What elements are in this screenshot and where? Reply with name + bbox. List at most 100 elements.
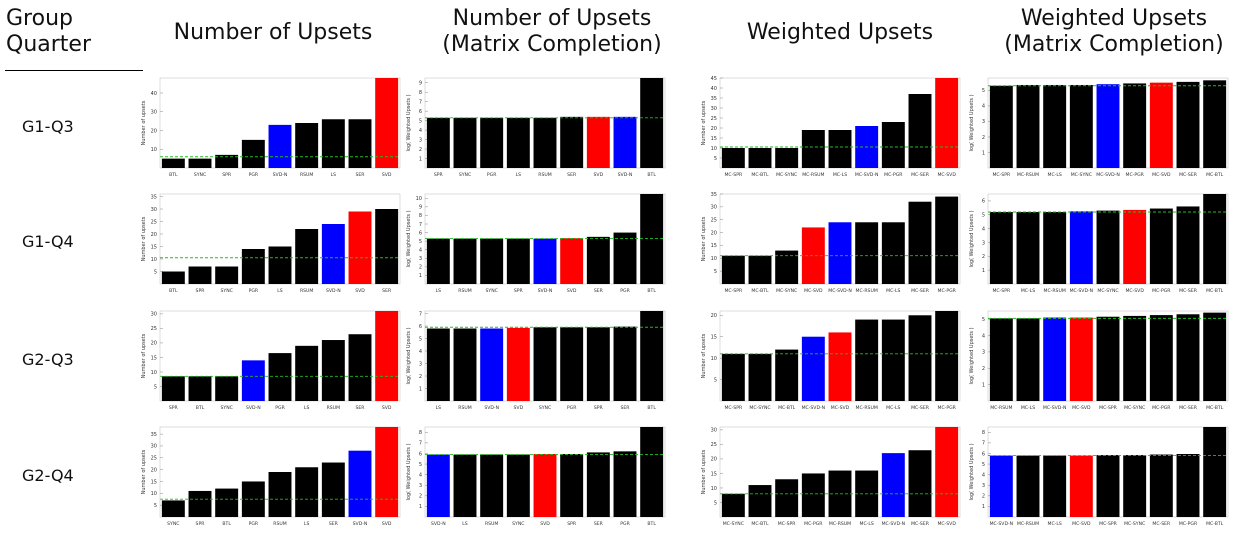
x-tick-label: MC-SPR — [1099, 405, 1118, 411]
bar-mc-sync — [1123, 315, 1147, 401]
bar-chart: 1 2 3 4 5 6 7 log( Weighted Upsets ) LS RSUM SVD-N… — [406, 310, 666, 411]
x-tick-label: SYNC — [220, 405, 232, 411]
bar-mc-pgr — [935, 196, 959, 284]
y-tick-label: 3 — [419, 483, 422, 489]
bar-svd — [375, 311, 399, 401]
bar-ls — [268, 246, 292, 284]
bar-svd — [560, 238, 584, 284]
bar-pgr — [241, 249, 265, 284]
y-tick-label: 5 — [714, 500, 717, 506]
x-tick-label: SPR — [222, 172, 232, 178]
y-axis-label: Number of upsets — [141, 216, 147, 261]
bar-mc-sync — [748, 353, 772, 401]
y-tick-label: 4 — [982, 472, 985, 478]
x-tick-label: MC-PGR — [1152, 405, 1171, 411]
x-tick-label: MC-RSUM — [802, 172, 824, 178]
y-tick-label: 2 — [982, 135, 985, 141]
x-tick-label: PGR — [620, 288, 630, 294]
bar-btl — [215, 488, 239, 517]
x-tick-label: MC-SER — [1179, 288, 1198, 294]
bar-mc-ser — [1176, 81, 1200, 168]
x-tick-label: SPR — [594, 405, 604, 411]
x-tick-label: SVD — [540, 521, 550, 527]
y-tick-label: 6 — [419, 109, 422, 115]
x-tick-label: RSUM — [538, 172, 551, 178]
y-tick-label: 10 — [711, 256, 717, 262]
y-tick-label: 40 — [151, 91, 157, 97]
y-tick-label: 30 — [711, 428, 717, 434]
x-tick-label: SVD-N — [246, 405, 261, 411]
y-axis-label: Number of upsets — [701, 216, 707, 261]
bar-mc-rsum — [801, 130, 825, 168]
bar-rsum — [321, 340, 345, 401]
bar-btl — [161, 271, 185, 284]
x-tick-label: MC-BTL — [751, 521, 769, 527]
x-tick-label: LS — [436, 405, 442, 411]
x-tick-label: MC-SER — [1152, 521, 1171, 527]
y-tick-label: 20 — [151, 341, 157, 347]
x-tick-label: MC-SVD-N — [1043, 405, 1067, 411]
x-tick-label: MC-SVD-N — [882, 521, 906, 527]
bar-chart: 1 2 3 4 5 log( Weighted Upsets ) MC-SPR MC-RSUM… — [969, 77, 1229, 178]
y-tick-label: 6 — [419, 451, 422, 457]
x-tick-label: RSUM — [458, 288, 471, 294]
bar-mc-pgr — [1123, 83, 1147, 168]
row-label-g2-q3: G2-Q3 — [22, 350, 74, 369]
x-tick-label: SPR — [434, 172, 444, 178]
y-tick-label: 30 — [151, 444, 157, 450]
x-tick-label: MC-RSUM — [856, 288, 878, 294]
bar-mc-svd — [828, 332, 852, 401]
bar-chart: 1 2 3 4 5 6 log( Weighted Upsets ) MC-SPR MC-LS M… — [969, 193, 1229, 294]
y-axis-label: log( Weighted Upsets ) — [969, 210, 975, 267]
y-tick-label: 5 — [982, 213, 985, 219]
y-tick-label: 2 — [982, 366, 985, 372]
y-tick-label: 8 — [419, 90, 422, 96]
bar-sync — [453, 117, 477, 168]
x-tick-label: BTL — [169, 172, 178, 178]
bar-ser — [613, 326, 637, 401]
x-tick-label: SPR — [196, 288, 206, 294]
y-tick-label: 10 — [711, 486, 717, 492]
bar-mc-btl — [1203, 80, 1227, 168]
x-tick-label: MC-SER — [911, 405, 930, 411]
bar-mc-sync — [1096, 210, 1120, 284]
y-tick-label: 1 — [419, 504, 422, 510]
y-tick-label: 5 — [714, 269, 717, 275]
x-tick-label: MC-PGR — [1125, 172, 1144, 178]
bar-mc-svd-n — [989, 455, 1013, 517]
y-tick-label: 7 — [419, 222, 422, 228]
bar-mc-svd — [1149, 82, 1173, 168]
y-tick-label: 5 — [982, 462, 985, 468]
y-tick-label: 30 — [151, 110, 157, 116]
x-tick-label: PGR — [249, 288, 259, 294]
y-tick-label: 30 — [711, 205, 717, 211]
bar-btl — [640, 78, 664, 168]
bar-pgr — [613, 232, 637, 284]
bar-mc-ser — [908, 450, 932, 517]
x-tick-label: SYNC — [220, 288, 232, 294]
y-tick-label: 6 — [982, 199, 985, 205]
y-tick-label: 25 — [711, 442, 717, 448]
x-tick-label: BTL — [222, 521, 231, 527]
bar-mc-ls — [881, 319, 905, 401]
column-header-line: Number of Upsets — [173, 20, 373, 45]
bar-mc-btl — [748, 255, 772, 284]
column-header-number-of-upsets-mc: Number of Upsets (Matrix Completion) — [412, 6, 692, 58]
x-tick-label: MC-SVD — [937, 172, 956, 178]
bar-pgr — [560, 327, 584, 401]
y-tick-label: 5 — [154, 384, 157, 390]
x-tick-label: MC-LS — [1048, 521, 1062, 527]
bar-mc-rsum — [989, 318, 1013, 401]
x-tick-label: SYNC — [539, 405, 551, 411]
y-tick-label: 8 — [419, 430, 422, 436]
y-tick-label: 3 — [982, 483, 985, 489]
y-tick-label: 4 — [419, 472, 422, 478]
bar-svd-n — [426, 454, 450, 517]
x-tick-label: MC-SPR — [724, 405, 743, 411]
x-tick-label: SYNC — [512, 521, 524, 527]
y-tick-label: 4 — [419, 349, 422, 355]
x-tick-label: BTL — [647, 288, 656, 294]
y-tick-label: 30 — [151, 207, 157, 213]
x-tick-label: MC-RSUM — [1044, 288, 1066, 294]
